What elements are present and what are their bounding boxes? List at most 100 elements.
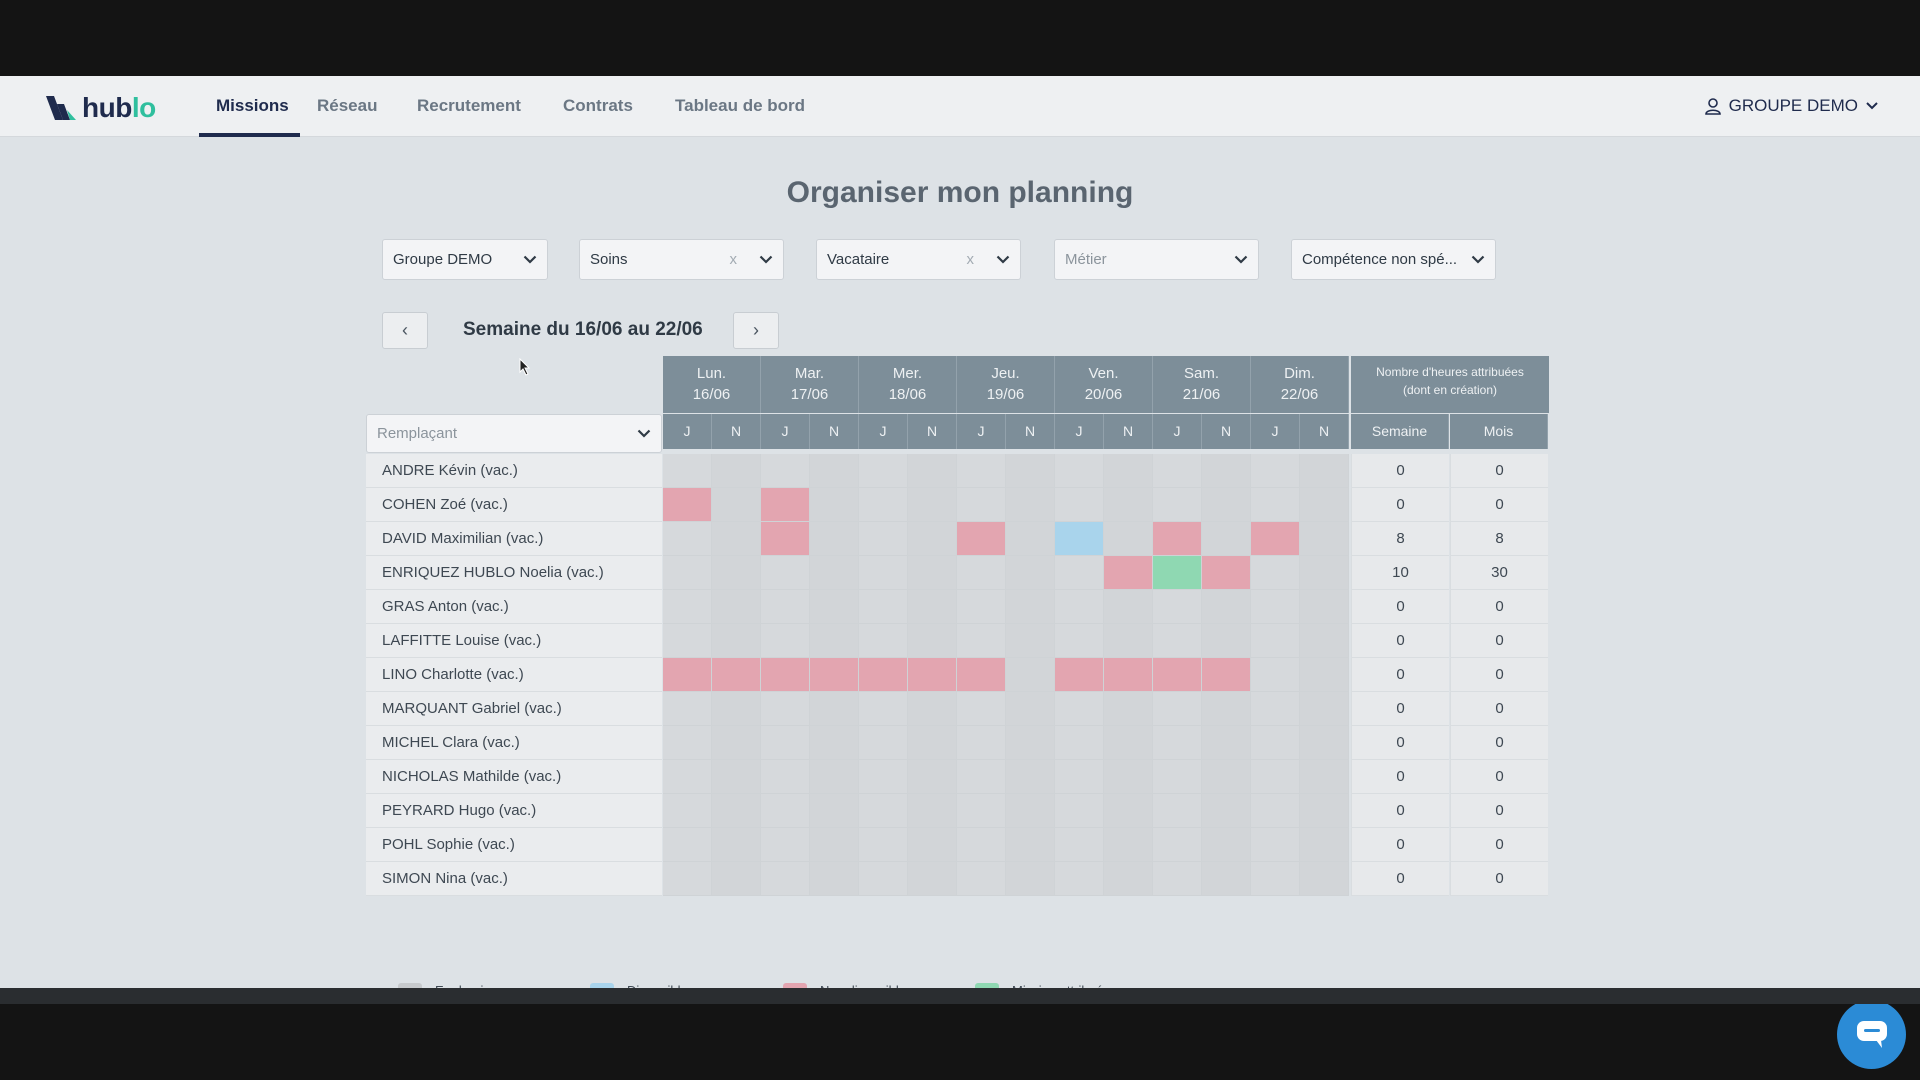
shift-cell[interactable] xyxy=(712,794,761,828)
shift-cell[interactable] xyxy=(1153,488,1202,522)
shift-cell[interactable] xyxy=(712,556,761,590)
shift-cell[interactable] xyxy=(1202,862,1251,896)
shift-cell[interactable] xyxy=(1104,522,1153,556)
shift-cell[interactable] xyxy=(908,522,957,556)
shift-cell[interactable] xyxy=(1055,760,1104,794)
shift-cell[interactable] xyxy=(663,624,712,658)
shift-cell[interactable] xyxy=(1153,692,1202,726)
shift-cell[interactable] xyxy=(908,692,957,726)
shift-cell[interactable] xyxy=(810,794,859,828)
shift-cell[interactable] xyxy=(1202,590,1251,624)
shift-cell[interactable] xyxy=(663,556,712,590)
shift-cell[interactable] xyxy=(712,522,761,556)
shift-cell[interactable] xyxy=(712,658,761,692)
shift-cell[interactable] xyxy=(712,454,761,488)
remplacant-name[interactable]: MARQUANT Gabriel (vac.) xyxy=(366,692,662,726)
remplacant-name[interactable]: LAFFITTE Louise (vac.) xyxy=(366,624,662,658)
shift-cell[interactable] xyxy=(1202,726,1251,760)
shift-cell[interactable] xyxy=(1104,454,1153,488)
shift-cell[interactable] xyxy=(1153,522,1202,556)
shift-cell[interactable] xyxy=(859,522,908,556)
shift-cell[interactable] xyxy=(957,624,1006,658)
shift-cell[interactable] xyxy=(908,862,957,896)
shift-cell[interactable] xyxy=(810,488,859,522)
shift-cell[interactable] xyxy=(1251,522,1300,556)
remplacant-name[interactable]: SIMON Nina (vac.) xyxy=(366,862,662,896)
shift-cell[interactable] xyxy=(1104,726,1153,760)
shift-cell[interactable] xyxy=(761,454,810,488)
shift-cell[interactable] xyxy=(957,658,1006,692)
shift-cell[interactable] xyxy=(663,590,712,624)
shift-cell[interactable] xyxy=(957,862,1006,896)
shift-cell[interactable] xyxy=(663,488,712,522)
shift-cell[interactable] xyxy=(1300,522,1349,556)
shift-cell[interactable] xyxy=(1251,760,1300,794)
shift-cell[interactable] xyxy=(761,488,810,522)
shift-cell[interactable] xyxy=(1006,556,1055,590)
shift-cell[interactable] xyxy=(1006,454,1055,488)
shift-cell[interactable] xyxy=(1153,726,1202,760)
shift-cell[interactable] xyxy=(1300,828,1349,862)
nav-tableau-de-bord[interactable]: Tableau de bord xyxy=(675,96,806,115)
shift-cell[interactable] xyxy=(1104,760,1153,794)
filter-select-4[interactable]: Métier xyxy=(1054,239,1259,280)
shift-cell[interactable] xyxy=(810,862,859,896)
shift-cell[interactable] xyxy=(1153,862,1202,896)
shift-cell[interactable] xyxy=(810,828,859,862)
shift-cell[interactable] xyxy=(712,726,761,760)
shift-cell[interactable] xyxy=(1300,760,1349,794)
shift-cell[interactable] xyxy=(908,794,957,828)
filter-select-2[interactable]: Soins x xyxy=(579,239,784,280)
shift-cell[interactable] xyxy=(1006,862,1055,896)
shift-cell[interactable] xyxy=(663,794,712,828)
shift-cell[interactable] xyxy=(1104,862,1153,896)
shift-cell[interactable] xyxy=(1251,454,1300,488)
nav-missions[interactable]: Missions xyxy=(216,96,289,115)
clear-icon[interactable]: x xyxy=(966,251,975,268)
shift-cell[interactable] xyxy=(859,590,908,624)
shift-cell[interactable] xyxy=(1104,828,1153,862)
shift-cell[interactable] xyxy=(859,556,908,590)
shift-cell[interactable] xyxy=(761,658,810,692)
remplacant-name[interactable]: NICHOLAS Mathilde (vac.) xyxy=(366,760,662,794)
shift-cell[interactable] xyxy=(761,862,810,896)
shift-cell[interactable] xyxy=(908,828,957,862)
remplacant-name[interactable]: PEYRARD Hugo (vac.) xyxy=(366,794,662,828)
shift-cell[interactable] xyxy=(761,828,810,862)
remplacant-name[interactable]: POHL Sophie (vac.) xyxy=(366,828,662,862)
shift-cell[interactable] xyxy=(1300,624,1349,658)
remplacant-name[interactable]: GRAS Anton (vac.) xyxy=(366,590,662,624)
shift-cell[interactable] xyxy=(859,726,908,760)
shift-cell[interactable] xyxy=(1006,726,1055,760)
remplacant-name[interactable]: MICHEL Clara (vac.) xyxy=(366,726,662,760)
shift-cell[interactable] xyxy=(1251,590,1300,624)
shift-cell[interactable] xyxy=(810,760,859,794)
previous-week-button[interactable]: ‹ xyxy=(382,312,428,349)
remplacant-name[interactable]: ANDRE Kévin (vac.) xyxy=(366,454,662,488)
shift-cell[interactable] xyxy=(1006,760,1055,794)
remplacant-name[interactable]: LINO Charlotte (vac.) xyxy=(366,658,662,692)
shift-cell[interactable] xyxy=(908,658,957,692)
shift-cell[interactable] xyxy=(1104,590,1153,624)
shift-cell[interactable] xyxy=(908,488,957,522)
shift-cell[interactable] xyxy=(810,454,859,488)
shift-cell[interactable] xyxy=(1153,828,1202,862)
shift-cell[interactable] xyxy=(1153,658,1202,692)
shift-cell[interactable] xyxy=(1251,556,1300,590)
shift-cell[interactable] xyxy=(1300,658,1349,692)
shift-cell[interactable] xyxy=(1153,624,1202,658)
shift-cell[interactable] xyxy=(1153,760,1202,794)
shift-cell[interactable] xyxy=(1055,658,1104,692)
shift-cell[interactable] xyxy=(908,556,957,590)
shift-cell[interactable] xyxy=(1300,488,1349,522)
shift-cell[interactable] xyxy=(663,454,712,488)
user-menu[interactable]: GROUPE DEMO xyxy=(1704,96,1886,116)
shift-cell[interactable] xyxy=(761,522,810,556)
shift-cell[interactable] xyxy=(712,828,761,862)
shift-cell[interactable] xyxy=(1202,658,1251,692)
shift-cell[interactable] xyxy=(1055,522,1104,556)
shift-cell[interactable] xyxy=(1251,828,1300,862)
shift-cell[interactable] xyxy=(1251,794,1300,828)
shift-cell[interactable] xyxy=(859,828,908,862)
shift-cell[interactable] xyxy=(712,862,761,896)
